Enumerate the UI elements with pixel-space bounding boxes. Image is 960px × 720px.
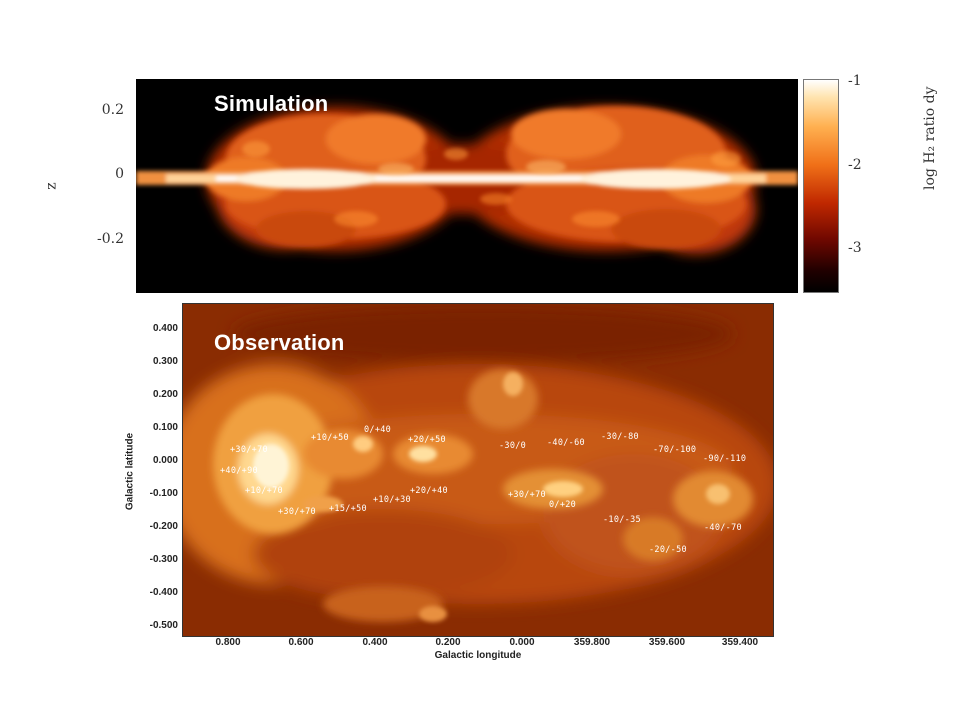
z-axis-label: z <box>43 182 60 190</box>
z-tick-2: -0.2 <box>97 231 124 247</box>
observation-map-render <box>183 304 773 636</box>
region-label: +30/+70 <box>278 507 316 517</box>
region-label: +30/+70 <box>230 445 268 455</box>
simulation-gas-render <box>136 106 798 254</box>
colorbar <box>803 79 839 293</box>
lon-tick: 0.400 <box>362 637 388 648</box>
region-label: -70/-100 <box>653 445 697 455</box>
lat-tick: 0.200 <box>152 389 178 400</box>
observation-image: Observation +30/+70 +40/+90 +10/+70 +30/… <box>183 304 773 636</box>
observation-title: Observation <box>214 330 345 355</box>
lat-tick: -0.400 <box>149 587 178 598</box>
lon-tick: 359.600 <box>648 637 686 648</box>
region-label: +10/+50 <box>311 433 349 443</box>
colorbar-tick-0: -1 <box>848 73 862 89</box>
colorbar-tick-1: -2 <box>848 157 862 173</box>
colorbar-label: log H₂ ratio dy <box>922 86 938 190</box>
lat-tick: 0.000 <box>152 455 178 466</box>
region-label: -30/0 <box>499 441 527 451</box>
region-label: +20/+50 <box>408 435 446 445</box>
z-tick-1: 0 <box>115 166 124 182</box>
lat-tick: 0.100 <box>152 422 178 433</box>
lon-tick: 359.800 <box>573 637 611 648</box>
region-label: +10/+30 <box>373 495 411 505</box>
region-label: +10/+70 <box>245 486 283 496</box>
region-label: -10/-35 <box>603 515 641 525</box>
region-label: -40/-60 <box>547 438 585 448</box>
region-label: -20/-50 <box>649 545 687 555</box>
colorbar-tick-2: -3 <box>848 240 862 256</box>
simulation-title: Simulation <box>214 91 329 116</box>
lon-tick: 0.600 <box>288 637 314 648</box>
region-label: -90/-110 <box>703 454 747 464</box>
region-label: 0/+20 <box>549 500 577 510</box>
lat-tick: -0.300 <box>149 554 178 565</box>
lon-tick: 0.800 <box>215 637 241 648</box>
region-label: +20/+40 <box>410 486 448 496</box>
z-tick-0: 0.2 <box>101 102 124 118</box>
lat-tick: 0.400 <box>152 323 178 334</box>
region-label: +15/+50 <box>329 504 367 514</box>
region-label: 0/+40 <box>364 425 392 435</box>
lat-tick: -0.100 <box>149 488 178 499</box>
region-label: -40/-70 <box>704 523 742 533</box>
lat-tick: 0.300 <box>152 356 178 367</box>
lon-tick: 359.400 <box>721 637 759 648</box>
lon-tick: 0.000 <box>509 637 535 648</box>
simulation-image: Simulation <box>136 79 798 293</box>
region-label: +40/+90 <box>220 466 258 476</box>
region-label: -30/-80 <box>601 432 639 442</box>
lat-tick: -0.200 <box>149 521 178 532</box>
region-label: +30/+70 <box>508 490 546 500</box>
lon-axis-label: Galactic longitude <box>434 650 522 661</box>
lat-axis-label: Galactic latitude <box>124 432 136 511</box>
lon-tick: 0.200 <box>435 637 461 648</box>
lat-tick: -0.500 <box>149 620 178 631</box>
